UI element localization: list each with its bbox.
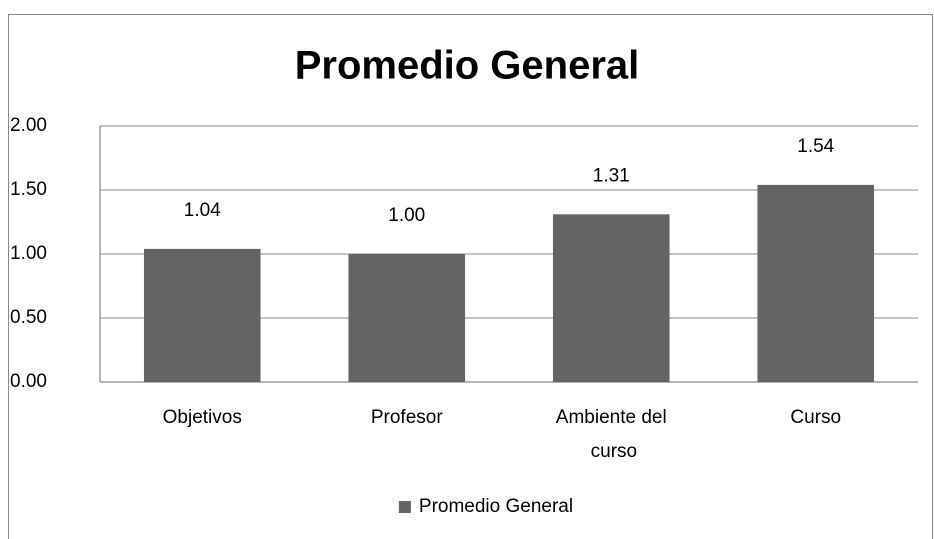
bar: [552, 214, 670, 382]
y-tick-label: 0.00: [10, 371, 47, 392]
legend-label: Promedio General: [419, 496, 573, 517]
bar: [757, 184, 875, 382]
y-tick-label: 0.50: [10, 307, 47, 328]
value-label: 1.04: [184, 200, 221, 221]
bar: [348, 254, 466, 382]
value-label: 1.00: [388, 205, 425, 226]
value-label: 1.54: [797, 136, 834, 157]
chart-title: Promedio General: [295, 44, 640, 88]
x-tick-label: Ambiente del curso: [556, 407, 667, 462]
y-tick-label: 1.00: [10, 243, 47, 264]
x-tick-label: Profesor: [371, 407, 443, 428]
y-tick-label: 1.50: [10, 179, 47, 200]
value-label: 1.31: [593, 165, 630, 186]
x-tick-label: Objetivos: [163, 407, 242, 428]
y-tick-label: 2.00: [10, 115, 47, 136]
x-tick-label: Curso: [790, 407, 841, 428]
bar: [143, 248, 261, 382]
legend-swatch: [398, 501, 411, 513]
